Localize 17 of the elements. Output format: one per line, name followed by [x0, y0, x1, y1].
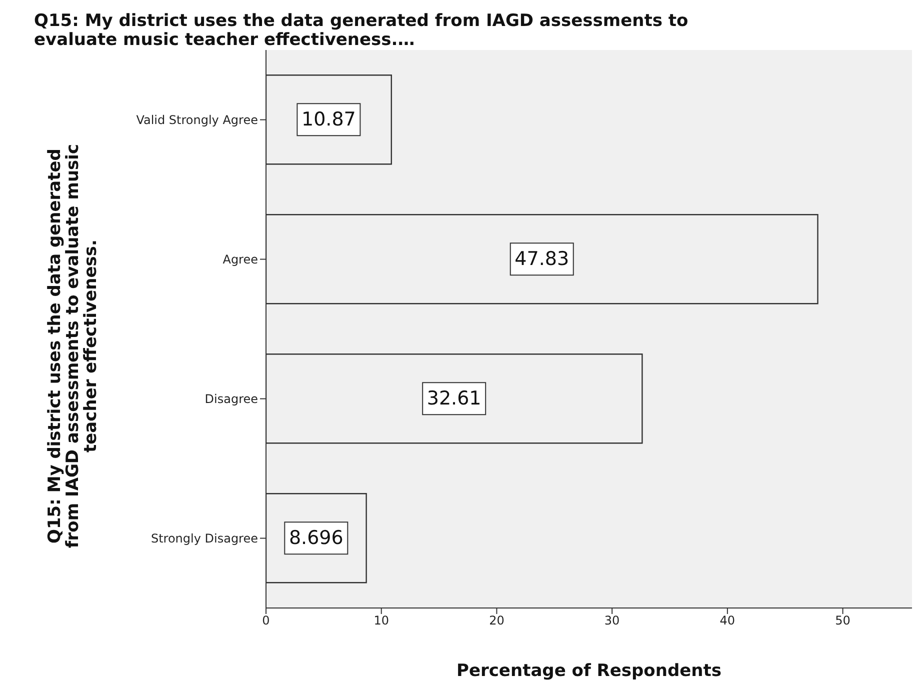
data-label: 32.61	[426, 388, 482, 410]
x-tick-label: 0	[262, 614, 270, 628]
x-axis-title: Percentage of Respondents	[456, 661, 722, 681]
x-tick-label: 50	[835, 614, 850, 628]
y-tick-label: Valid Strongly Agree	[136, 113, 258, 128]
x-tick-label: 30	[604, 614, 620, 628]
data-label: 8.696	[288, 527, 344, 550]
y-axis-title: Q15: My district uses the data generated from IAGD assessments to evaluate music teacher effectiveness.	[45, 142, 101, 550]
data-label: 10.87	[301, 108, 356, 131]
x-tick-label: 40	[720, 614, 736, 628]
y-tick-label: Agree	[222, 252, 258, 267]
y-tick-label: Disagree	[204, 392, 258, 406]
data-label: 47.83	[514, 248, 570, 270]
chart-title: Q15: My district uses the data generated from IAGD assessments to evaluate music teacher effectiveness.…	[34, 11, 690, 50]
y-tick-label: Strongly Disagree	[150, 532, 258, 546]
x-tick-label: 10	[374, 614, 389, 628]
x-tick-label: 20	[489, 614, 504, 628]
